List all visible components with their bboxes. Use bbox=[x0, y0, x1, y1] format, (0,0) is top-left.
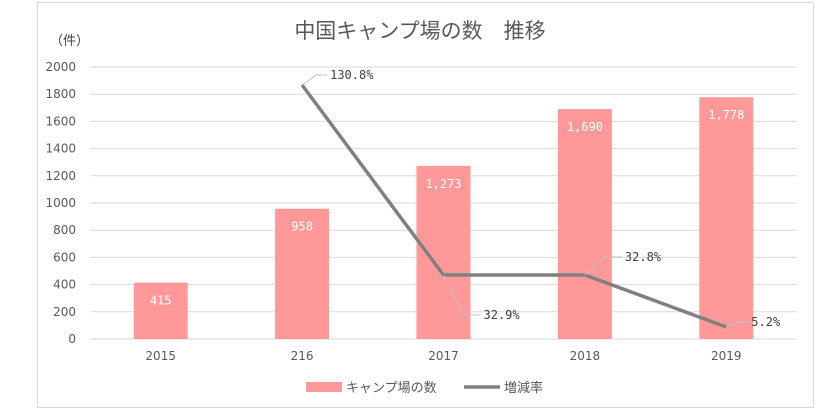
y-tick-label: 1800 bbox=[45, 87, 76, 101]
legend-swatch-bars bbox=[306, 382, 342, 392]
leader-line bbox=[726, 321, 749, 328]
bar-series: 415 958 1,273 1,690 1,778 bbox=[133, 97, 754, 339]
bar-data-label: 958 bbox=[291, 220, 313, 234]
legend-label-line: 増減率 bbox=[504, 380, 543, 396]
x-tick-label: 2017 bbox=[428, 349, 459, 363]
y-tick-label: 1600 bbox=[45, 114, 76, 128]
y-tick-label: 0 bbox=[68, 332, 76, 346]
bar bbox=[133, 282, 188, 339]
bar-data-label: 1,273 bbox=[425, 177, 461, 191]
y-axis-unit-label: （件） bbox=[50, 34, 89, 49]
legend-label-bars: キャンプ場の数 bbox=[346, 381, 437, 396]
y-tick-label: 200 bbox=[53, 305, 76, 319]
leader-line bbox=[584, 256, 622, 276]
y-tick-label: 2000 bbox=[45, 60, 76, 74]
x-axis-ticks: 2015 216 2017 2018 2019 bbox=[145, 349, 741, 363]
y-tick-label: 800 bbox=[53, 223, 76, 237]
leader-line bbox=[301, 74, 328, 86]
x-tick-label: 2019 bbox=[711, 349, 742, 363]
line-series: 130.8% 32.9% 32.8% 5.2% bbox=[300, 68, 781, 329]
y-axis-ticks: 0 200 400 600 800 1000 1200 1400 1600 1800 2000 bbox=[45, 60, 76, 346]
line-data-label: 32.9% bbox=[484, 308, 521, 322]
line-path bbox=[300, 83, 727, 329]
bar bbox=[557, 109, 612, 339]
bar-data-label: 1,778 bbox=[708, 108, 744, 122]
legend: キャンプ場の数 増減率 bbox=[306, 380, 543, 396]
bar-data-label: 1,690 bbox=[567, 120, 603, 134]
chart-title: 中国キャンプ場の数 推移 bbox=[294, 19, 545, 43]
line-data-label: 32.8% bbox=[625, 250, 662, 264]
y-tick-label: 600 bbox=[53, 250, 76, 264]
y-tick-label: 400 bbox=[53, 278, 76, 292]
line-data-label: 130.8% bbox=[330, 68, 374, 82]
bar bbox=[699, 97, 754, 339]
leader-line bbox=[443, 274, 481, 316]
x-tick-label: 2015 bbox=[145, 349, 176, 363]
bar bbox=[275, 208, 330, 339]
y-tick-label: 1000 bbox=[45, 196, 76, 210]
x-tick-label: 216 bbox=[291, 349, 314, 363]
y-tick-label: 1400 bbox=[45, 142, 76, 156]
bar-data-label: 415 bbox=[150, 294, 172, 308]
gridlines bbox=[90, 66, 797, 340]
x-tick-label: 2018 bbox=[570, 349, 601, 363]
y-tick-label: 1200 bbox=[45, 169, 76, 183]
line-data-label: 5.2% bbox=[751, 315, 781, 329]
